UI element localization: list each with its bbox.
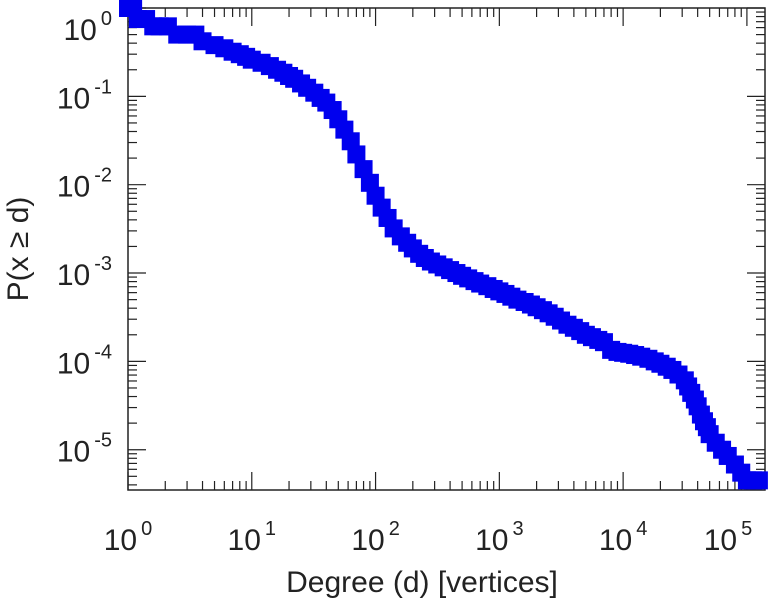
x-tick-label: 10 5: [704, 518, 753, 557]
y-tick-label: 10 -1: [57, 76, 112, 115]
y-tick-label: 10 0: [64, 8, 113, 47]
data-point: [749, 471, 768, 490]
y-axis-label: P(x ≥ d): [2, 197, 35, 302]
axis-ticks: [127, 7, 765, 490]
data-point: [354, 160, 373, 179]
plot-area: [127, 7, 766, 491]
x-tick-label: 10 2: [351, 518, 400, 557]
x-axis-label: Degree (d) [vertices]: [286, 566, 558, 599]
x-tick-labels: 10 0 10 1 10 2 10 3 10 4 10 5: [104, 518, 753, 557]
data-points: [119, 0, 768, 490]
x-tick-label: 10 1: [228, 518, 277, 557]
y-tick-label: 10 -3: [57, 253, 112, 292]
x-tick-label: 10 0: [104, 518, 153, 557]
y-tick-label: 10 -5: [57, 430, 112, 469]
x-tick-label: 10 3: [475, 518, 524, 557]
data-point: [347, 145, 366, 164]
x-tick-label: 10 4: [599, 518, 648, 557]
y-tick-label: 10 -4: [57, 341, 112, 380]
y-tick-label: 10 -2: [57, 165, 112, 204]
